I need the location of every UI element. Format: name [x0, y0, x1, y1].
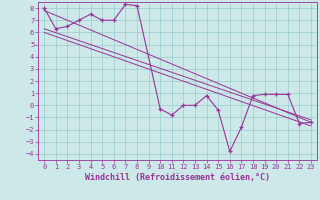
- X-axis label: Windchill (Refroidissement éolien,°C): Windchill (Refroidissement éolien,°C): [85, 173, 270, 182]
